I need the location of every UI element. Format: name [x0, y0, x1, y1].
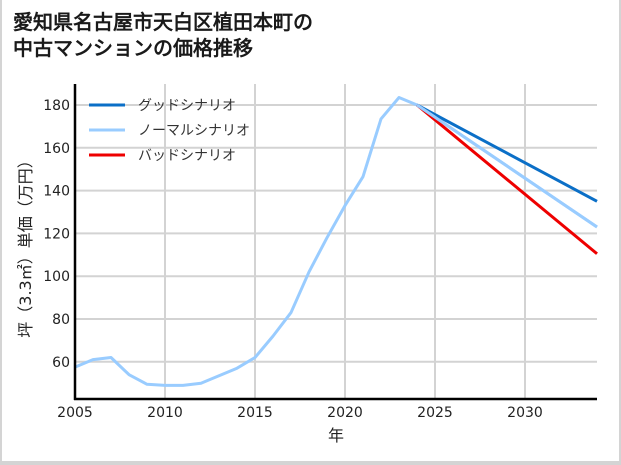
y-tick-label: 180	[43, 98, 70, 114]
x-tick-label: 2020	[327, 405, 363, 421]
legend-label: バッドシナリオ	[138, 148, 236, 164]
chart-title-line2: 中古マンションの価格推移	[13, 36, 253, 60]
y-tick-label: 60	[52, 355, 70, 371]
series-line-1	[74, 96, 598, 387]
y-tick-label: 140	[43, 184, 70, 200]
normal-forecast-line	[416, 103, 598, 229]
x-tick-label: 2005	[57, 405, 93, 421]
x-tick-label: 2030	[507, 405, 543, 421]
y-tick-label: 80	[52, 312, 70, 328]
legend-label: グッドシナリオ	[138, 98, 236, 114]
tick-labels: 2005 2010 2015 2020 2025 2030 60 80 100 120 140 160…	[43, 98, 543, 421]
x-tick-label: 2025	[417, 405, 453, 421]
data-series	[74, 96, 598, 387]
chart-title: 愛知県名古屋市天白区植田本町の 中古マンションの価格推移	[13, 9, 313, 61]
x-tick-label: 2010	[147, 405, 183, 421]
y-tick-label: 120	[43, 226, 70, 242]
series-line-0	[416, 103, 598, 203]
y-tick-label: 100	[43, 269, 70, 285]
x-axis-label: 年	[328, 426, 344, 445]
series-line-2	[416, 103, 598, 255]
grid-lines	[75, 84, 597, 399]
axes	[73, 84, 597, 401]
y-axis-label: 坪（3.3㎡）単価（万円）	[16, 152, 35, 337]
y-tick-label: 160	[43, 141, 70, 157]
legend-label: ノーマルシナリオ	[138, 123, 250, 139]
x-tick-label: 2015	[237, 405, 273, 421]
chart-title-line1: 愛知県名古屋市天白区植田本町の	[13, 10, 313, 34]
